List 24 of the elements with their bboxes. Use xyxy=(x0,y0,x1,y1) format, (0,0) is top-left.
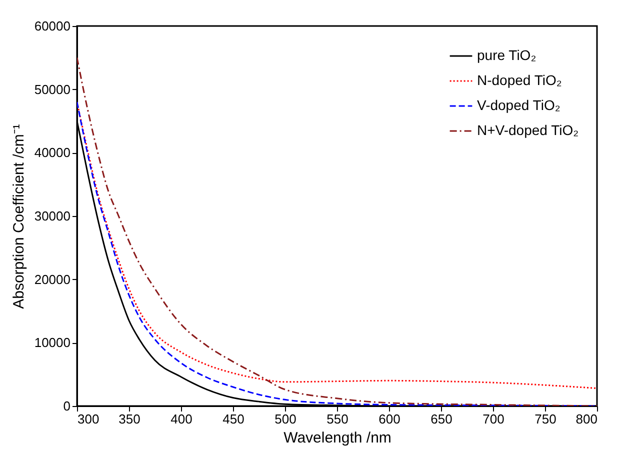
y-tick-label: 40000 xyxy=(34,145,70,160)
y-tick-label: 20000 xyxy=(34,272,70,287)
x-axis-title: Wavelength /nm xyxy=(284,430,392,446)
y-tick-label: 30000 xyxy=(34,208,70,224)
legend-label: N+V-doped TiO₂ xyxy=(477,122,579,138)
x-tick-label: 450 xyxy=(222,412,244,426)
x-tick-label: 350 xyxy=(118,412,140,426)
x-tick-label: 500 xyxy=(274,412,296,426)
y-tick-label: 60000 xyxy=(34,18,70,34)
legend-label: N-doped TiO₂ xyxy=(477,72,562,88)
x-tick-label: 550 xyxy=(326,412,348,426)
x-tick-label: 600 xyxy=(378,412,400,426)
x-tick-label: 700 xyxy=(482,412,504,426)
y-tick-label: 0 xyxy=(63,398,70,414)
legend-label: pure TiO₂ xyxy=(477,47,536,63)
y-axis-title: Absorption Coefficient /cm⁻¹ xyxy=(10,124,28,309)
y-tick-label: 10000 xyxy=(34,335,70,350)
x-tick-label: 750 xyxy=(534,412,556,426)
legend-label: V-doped TiO₂ xyxy=(477,97,560,113)
x-tick-label: 300 xyxy=(78,412,100,426)
y-tick-label: 50000 xyxy=(34,82,70,97)
x-tick-label: 650 xyxy=(430,412,452,426)
x-tick-label: 800 xyxy=(576,412,598,426)
x-tick-label: 400 xyxy=(170,412,192,426)
